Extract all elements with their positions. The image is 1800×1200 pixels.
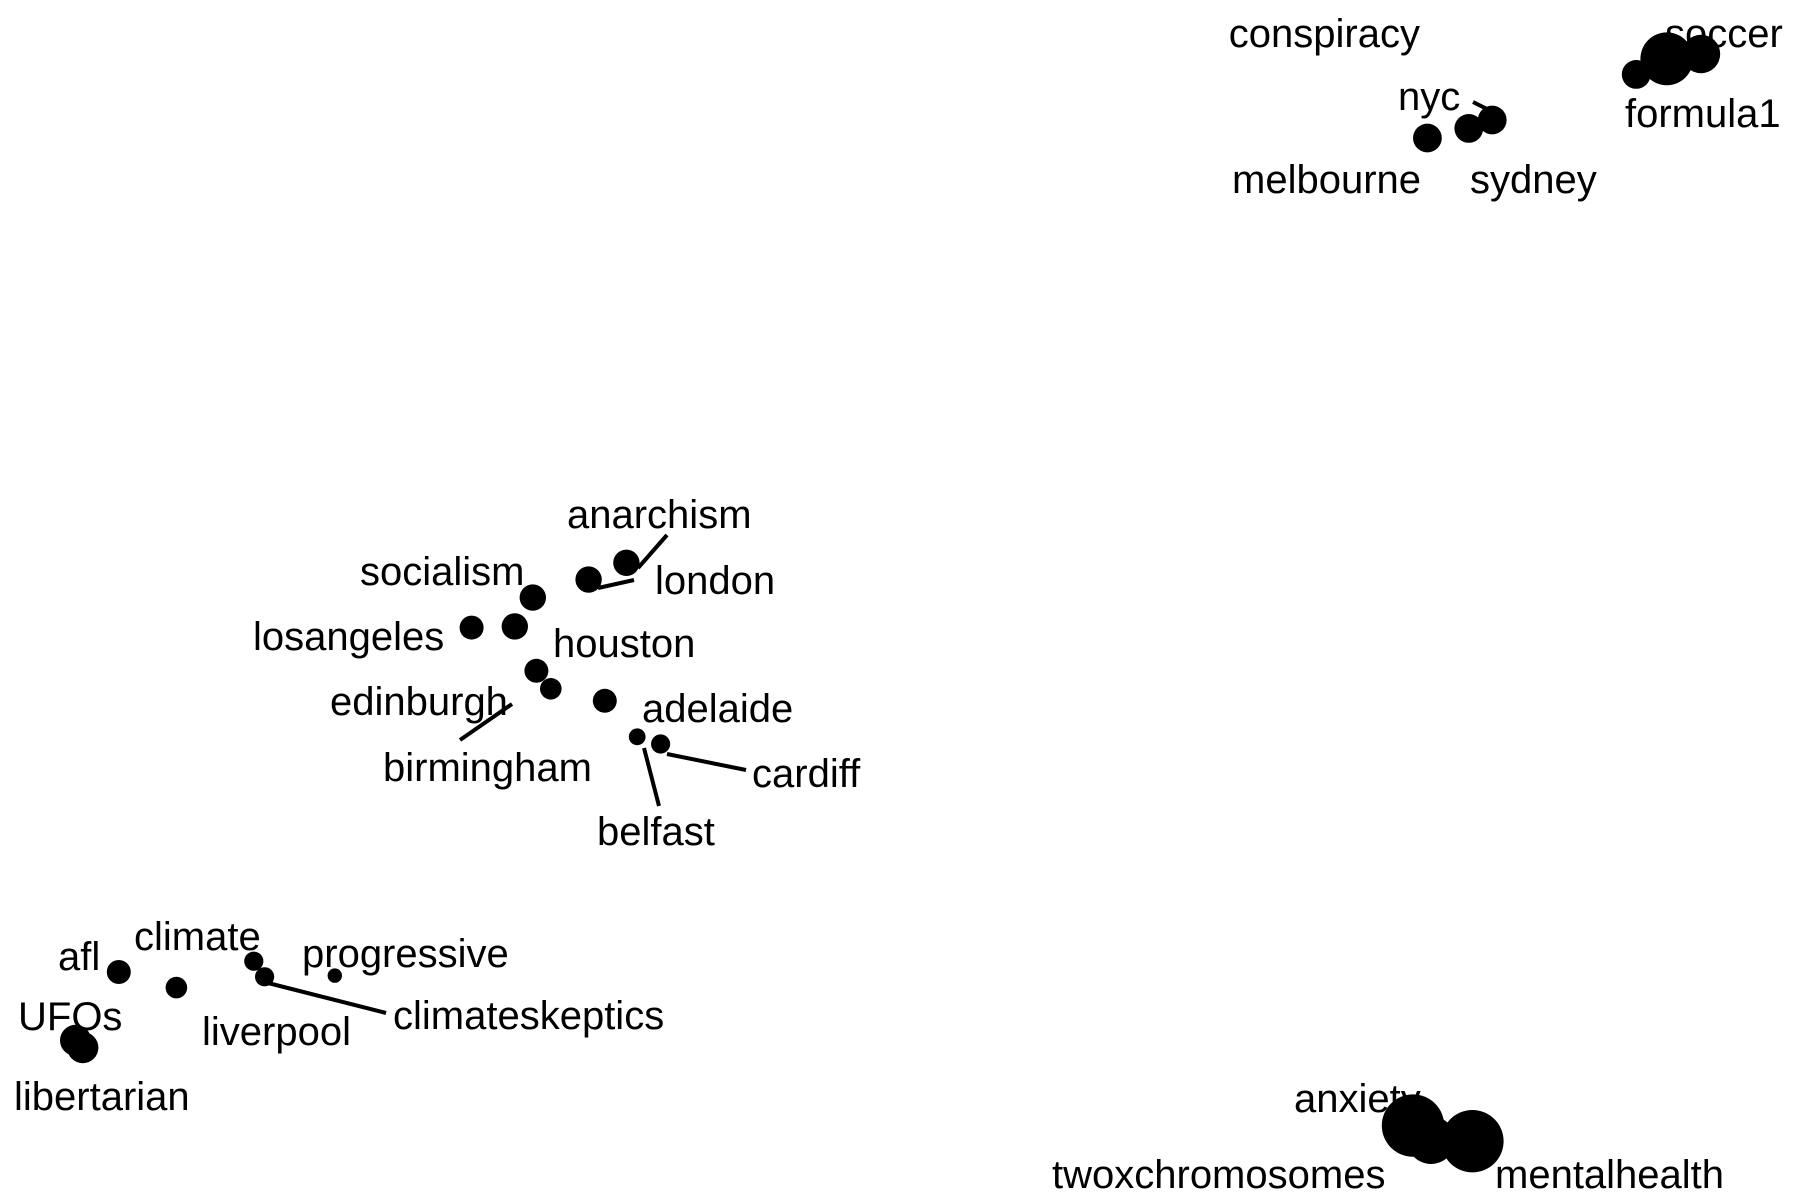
label-houston: houston (553, 622, 695, 666)
point-socialism (519, 584, 546, 611)
label-mentalhealth: mentalhealth (1495, 1153, 1724, 1197)
point-anarchism (613, 549, 640, 576)
point-houston (501, 613, 528, 640)
point-soccer (1681, 34, 1721, 74)
point-nyc (1477, 105, 1507, 135)
label-progressive: progressive (302, 932, 509, 976)
leader-line-belfast (642, 747, 661, 807)
point-sydney (1454, 113, 1484, 143)
leader-line-london (597, 578, 635, 590)
point-liverpool (165, 976, 188, 999)
leader-line-anarchism (636, 533, 669, 570)
label-cardiff: cardiff (752, 752, 861, 796)
point-climateskeptics (255, 967, 275, 987)
label-adelaide: adelaide (642, 687, 793, 731)
label-formula1: formula1 (1625, 92, 1781, 136)
leader-line-birmingham (458, 702, 514, 742)
point-progressive (327, 968, 342, 983)
point-melbourne (1413, 123, 1442, 153)
label-losangeles: losangeles (253, 615, 444, 659)
point-london (575, 566, 602, 593)
label-nyc: nyc (1398, 75, 1460, 119)
data-points (60, 32, 1721, 1173)
label-liverpool: liverpool (202, 1010, 351, 1054)
label-afl: afl (58, 935, 100, 979)
label-edinburgh: edinburgh (330, 680, 508, 724)
label-melbourne: melbourne (1232, 158, 1421, 202)
leader-lines (267, 48, 1677, 1015)
label-socialism: socialism (360, 550, 524, 594)
point-cardiff (651, 734, 671, 754)
point-adelaide (592, 688, 617, 713)
label-conspiracy: conspiracy (1229, 12, 1420, 56)
label-sydney: sydney (1470, 158, 1597, 202)
point-edinburgh (524, 658, 549, 683)
point-libertarian (67, 1032, 99, 1064)
point-labels: conspiracy soccer formula1 nyc melbourne sydn… (14, 12, 1783, 1197)
point-twoxchromosomes (1407, 1116, 1455, 1164)
label-birmingham: birmingham (383, 746, 592, 790)
point-formula1 (1621, 60, 1651, 89)
label-belfast: belfast (597, 810, 715, 854)
label-climate: climate (134, 915, 261, 959)
leader-line-climateskeptics (267, 981, 387, 1015)
leader-line-cardiff (666, 752, 747, 772)
label-climateskeptics: climateskeptics (393, 994, 664, 1038)
label-twoxchromosomes: twoxchromosomes (1052, 1153, 1385, 1197)
label-anxiety: anxiety (1294, 1077, 1421, 1121)
point-conspiracy (1640, 32, 1694, 86)
point-birmingham (540, 678, 562, 700)
point-belfast (628, 728, 646, 746)
point-climate (244, 951, 264, 971)
label-london: london (655, 559, 775, 603)
label-libertarian: libertarian (14, 1075, 190, 1119)
point-losangeles (459, 615, 484, 640)
label-anarchism: anarchism (567, 493, 752, 537)
point-afl (106, 960, 131, 984)
point-mentalhealth (1441, 1110, 1504, 1173)
label-ufos: UFOs (18, 995, 122, 1039)
label-soccer: soccer (1665, 12, 1783, 56)
